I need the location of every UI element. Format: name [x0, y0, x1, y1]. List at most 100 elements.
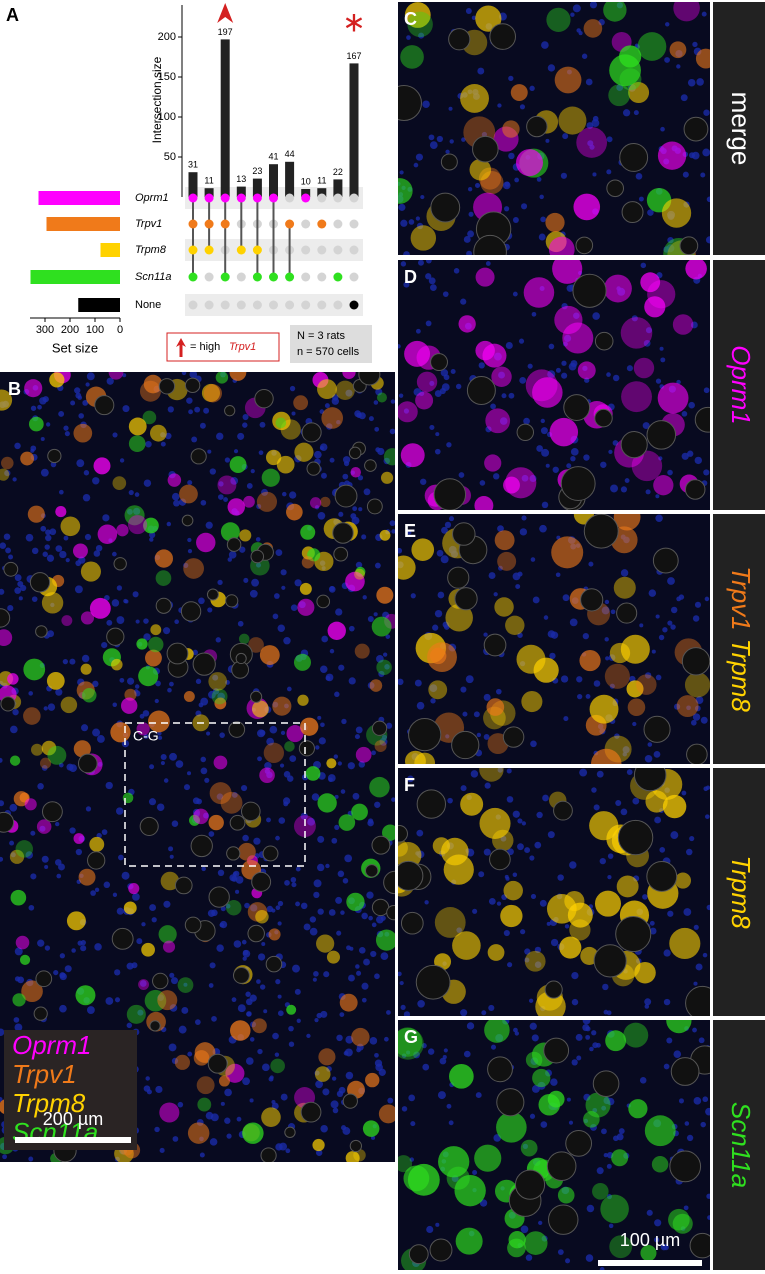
nucleus	[483, 693, 491, 701]
nucleus	[340, 789, 346, 794]
cell	[600, 1194, 629, 1224]
nucleus	[200, 697, 209, 706]
nucleus	[163, 778, 169, 783]
nucleus	[626, 365, 633, 372]
nucleus	[332, 1107, 339, 1114]
nucleus	[385, 634, 391, 639]
cell	[317, 793, 337, 813]
nucleus	[207, 909, 216, 917]
cell	[314, 1066, 331, 1082]
matrix-dot	[301, 193, 311, 203]
nucleus	[378, 670, 385, 678]
dark-cell	[371, 835, 391, 855]
nucleus	[157, 731, 162, 736]
nucleus	[582, 632, 589, 640]
dark-cell	[496, 1088, 525, 1117]
nucleus	[606, 1163, 612, 1169]
nucleus	[521, 203, 528, 210]
nucleus	[473, 711, 480, 718]
nucleus	[612, 440, 619, 446]
dark-cell	[408, 717, 442, 752]
cell	[138, 979, 150, 990]
cell	[589, 694, 619, 724]
nucleus	[517, 843, 524, 851]
cell	[142, 410, 157, 425]
nucleus	[132, 591, 139, 598]
micrograph	[398, 2, 710, 255]
nucleus	[275, 905, 281, 911]
nucleus	[283, 771, 291, 778]
cell	[549, 417, 579, 447]
dark-cell	[366, 498, 383, 515]
nucleus	[700, 172, 706, 178]
nucleus	[59, 550, 67, 559]
nucleus	[563, 716, 569, 722]
nucleus	[124, 599, 129, 604]
nucleus	[28, 1156, 34, 1162]
nucleus	[331, 1076, 337, 1081]
nucleus	[472, 908, 478, 914]
nucleus	[315, 1149, 323, 1156]
dark-cell	[87, 851, 106, 870]
nucleus	[343, 1050, 349, 1056]
nucleus	[167, 406, 174, 413]
nucleus	[705, 236, 710, 244]
dark-cell	[452, 522, 476, 546]
nucleus	[497, 525, 504, 532]
cell	[627, 698, 646, 717]
matrix-dot	[333, 245, 343, 255]
cell	[557, 1186, 575, 1204]
nucleus	[398, 393, 404, 398]
nucleus	[403, 408, 410, 414]
dark-cell	[560, 466, 596, 502]
cell	[554, 305, 583, 335]
nucleus	[183, 784, 191, 791]
nucleus	[380, 952, 389, 960]
nucleus	[373, 612, 378, 617]
note-box	[290, 325, 372, 363]
nucleus	[485, 426, 492, 433]
dark-cell	[306, 461, 321, 476]
cell	[265, 449, 282, 466]
nucleus	[593, 680, 601, 687]
nucleus	[561, 372, 568, 379]
nucleus	[338, 511, 344, 517]
nucleus	[352, 506, 358, 512]
matrix-dot	[285, 219, 295, 229]
nucleus	[576, 1055, 582, 1061]
nucleus	[536, 177, 542, 182]
cell	[280, 419, 301, 440]
nucleus	[704, 596, 710, 602]
nucleus	[355, 561, 363, 569]
cell	[416, 371, 438, 393]
cell	[644, 1115, 676, 1147]
nucleus	[642, 894, 648, 900]
y-tick-label: 50	[164, 151, 176, 163]
dark-cell	[0, 811, 15, 833]
nucleus	[456, 927, 462, 933]
nucleus	[187, 1051, 193, 1057]
nucleus	[700, 716, 708, 724]
cell	[523, 277, 555, 308]
nucleus	[14, 976, 21, 982]
nucleus	[606, 169, 612, 175]
nucleus	[540, 216, 546, 223]
nucleus	[676, 64, 681, 69]
dark-cell	[260, 1147, 277, 1162]
nucleus	[199, 422, 206, 429]
cell	[434, 907, 466, 938]
nucleus	[0, 856, 4, 862]
nucleus	[538, 1220, 543, 1226]
nucleus	[208, 690, 216, 699]
cell	[263, 742, 285, 763]
cell	[376, 659, 392, 676]
channel-name: Oprm1	[726, 345, 756, 424]
star-marker: ∗	[342, 6, 365, 37]
nucleus	[289, 491, 297, 499]
cell	[558, 106, 587, 135]
cell	[293, 815, 316, 838]
nucleus	[408, 1094, 416, 1102]
nucleus	[235, 889, 240, 894]
nucleus	[662, 627, 668, 633]
